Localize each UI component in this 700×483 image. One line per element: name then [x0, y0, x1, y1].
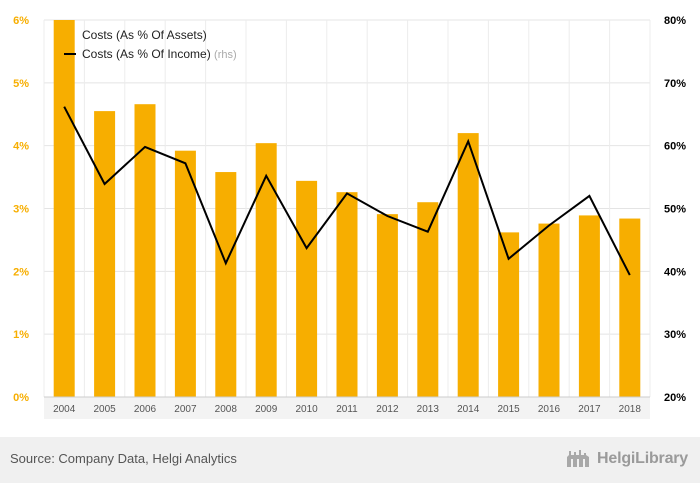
x-tick-label: 2009 [255, 404, 278, 415]
y-right-tick-label: 40% [664, 266, 686, 278]
bar-2014 [457, 133, 479, 397]
y-right-tick-label: 70% [664, 78, 686, 90]
bar-2004 [53, 20, 75, 397]
footer: Source: Company Data, Helgi Analytics He… [0, 437, 700, 483]
bar-2011 [336, 192, 358, 397]
y-left-tick-label: 3% [13, 204, 29, 216]
axes: 0% 1% 2% 3% 4% 5% 6% 20% 30% 40% 50% 60% 70% 80% 2004 2… [13, 15, 686, 419]
x-tick-label: 2015 [497, 404, 520, 415]
library-building-icon [567, 450, 590, 467]
legend-label-income: Costs (As % Of Income) (rhs) [82, 47, 237, 61]
x-tick-label: 2006 [134, 404, 157, 415]
grid-lines [43, 19, 651, 398]
x-tick-label: 2005 [93, 404, 116, 415]
line-costs-income [63, 106, 631, 276]
x-tick-label: 2010 [295, 404, 318, 415]
x-tick-label: 2012 [376, 404, 399, 415]
bar-2017 [578, 215, 600, 397]
x-tick-label: 2018 [619, 404, 642, 415]
legend-rhs-note: (rhs) [214, 49, 237, 61]
x-tick-label: 2017 [578, 404, 601, 415]
legend-swatch-bar [66, 29, 73, 40]
helgi-library-logo[interactable]: HelgiLibrary [565, 448, 688, 470]
y-left-tick-label: 1% [13, 329, 29, 341]
bar-2006 [134, 104, 156, 398]
x-axis-band [44, 397, 650, 419]
bar-2008 [215, 172, 237, 397]
bar-2012 [376, 214, 398, 397]
x-tick-label: 2007 [174, 404, 197, 415]
line-series [63, 106, 631, 276]
bar-2010 [296, 180, 318, 397]
y-left-tick-label: 4% [13, 141, 29, 153]
bar-2009 [255, 143, 277, 397]
bar-2015 [498, 232, 520, 397]
bar-2018 [619, 218, 641, 397]
bar-2007 [174, 150, 196, 397]
x-tick-label: 2004 [53, 404, 76, 415]
y-left-tick-label: 6% [13, 15, 29, 27]
y-left-tick-label: 5% [13, 78, 29, 90]
logo-text: HelgiLibrary [597, 450, 688, 467]
source-text: Source: Company Data, Helgi Analytics [10, 451, 237, 466]
y-left-tick-label: 2% [13, 266, 29, 278]
combo-chart: 0% 1% 2% 3% 4% 5% 6% 20% 30% 40% 50% 60% 70% 80% 2004 2… [13, 15, 686, 419]
y-right-tick-label: 20% [664, 392, 686, 404]
x-tick-label: 2013 [417, 404, 440, 415]
bar-2005 [94, 111, 116, 397]
legend: Costs (As % Of Assets) Costs (As % Of Inc… [64, 28, 237, 61]
x-tick-label: 2014 [457, 404, 480, 415]
legend-label-assets: Costs (As % Of Assets) [82, 28, 207, 42]
x-tick-label: 2016 [538, 404, 561, 415]
bar-2016 [538, 223, 560, 397]
x-tick-label: 2011 [336, 404, 358, 415]
x-tick-label: 2008 [215, 404, 238, 415]
bar-2013 [417, 202, 439, 397]
y-right-tick-label: 30% [664, 329, 686, 341]
y-right-tick-label: 80% [664, 15, 686, 27]
y-left-tick-label: 0% [13, 392, 29, 404]
y-right-tick-label: 60% [664, 141, 686, 153]
y-right-tick-label: 50% [664, 204, 686, 216]
